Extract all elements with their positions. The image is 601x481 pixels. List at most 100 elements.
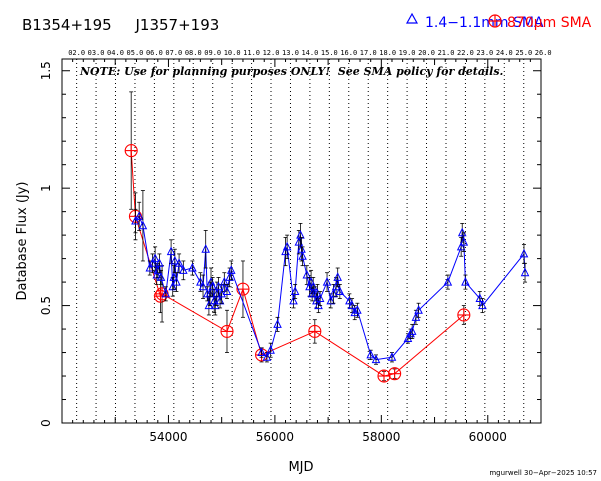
data-point-triangle (414, 305, 423, 314)
legend-870-circle-plus-icon (488, 14, 502, 28)
top-axis-label: 10.0 (224, 49, 241, 57)
footer-stamp: mgurwell 30−Apr−2025 10:57 (489, 469, 597, 477)
data-point-triangle (353, 305, 362, 314)
top-axis-label: 18.0 (379, 49, 396, 57)
data-point-triangle (329, 288, 338, 298)
data-point-triangle (289, 295, 298, 305)
x-axis-label: MJD (288, 460, 313, 475)
top-axis-label: 04.0 (107, 49, 124, 57)
data-point-triangle (403, 333, 413, 342)
data-point-triangle (350, 307, 360, 317)
data-point-triangle (266, 345, 275, 354)
x-tick-label: 54000 (149, 430, 187, 444)
data-point-triangle (459, 237, 469, 246)
data-point-triangle (179, 265, 188, 274)
data-point-triangle (169, 272, 179, 281)
top-axis-label: 20.0 (418, 49, 435, 57)
top-axis-label: 02.0 (68, 49, 85, 57)
data-point-triangle (347, 300, 357, 310)
data-point-triangle (198, 281, 208, 291)
series-mm (131, 190, 530, 365)
data-point-triangle (313, 288, 322, 298)
legend-mm-label: 1.4−1.1mm SMA (425, 15, 544, 31)
y-tick-label: 1.5 (39, 61, 53, 80)
top-axis-label: 16.0 (340, 49, 357, 57)
data-point-triangle (519, 248, 529, 258)
top-axis-label: 05.0 (127, 49, 144, 57)
series-line (135, 215, 526, 361)
data-point-triangle (262, 352, 272, 361)
data-point-triangle (273, 319, 282, 328)
top-axis-label: 12.0 (263, 49, 280, 57)
data-point-triangle (257, 347, 266, 357)
legend-870-label: 870μm SMA (507, 15, 592, 31)
top-axis-label: 11.0 (243, 49, 260, 57)
data-point-triangle (226, 265, 236, 274)
top-axis-label: 06.0 (146, 49, 163, 57)
legend-mm: 1.4−1.1mm SMA (405, 12, 544, 31)
data-point-triangle (296, 230, 305, 239)
data-point-triangle (457, 227, 467, 237)
data-point-triangle (282, 241, 292, 251)
top-axis-label: 25.0 (515, 49, 532, 57)
plot-frame (61, 58, 542, 424)
data-point-triangle (315, 293, 325, 303)
data-point-triangle (290, 286, 300, 295)
x-tick-label: 60000 (469, 430, 507, 444)
top-axis-label: 15.0 (321, 49, 338, 57)
data-point-triangle (161, 288, 171, 298)
data-point-triangle (322, 276, 332, 286)
data-point-triangle (520, 267, 530, 277)
top-axis-label: 13.0 (282, 49, 299, 57)
data-point-triangle (297, 244, 306, 253)
data-point-triangle (168, 281, 178, 291)
y-tick-label: 1 (39, 184, 53, 192)
data-point-triangle (188, 262, 197, 272)
top-axis-label: 26.0 (535, 49, 552, 57)
data-point-triangle (302, 269, 312, 279)
data-point-triangle (461, 276, 470, 286)
top-axis-label: 19.0 (399, 49, 416, 57)
top-axis-label: 03.0 (88, 49, 105, 57)
data-point-triangle (214, 281, 223, 291)
data-point-triangle (148, 258, 157, 267)
data-point-triangle (150, 253, 160, 263)
data-point-triangle (326, 295, 336, 305)
data-point-triangle (138, 220, 148, 230)
data-point-triangle (166, 246, 176, 256)
data-point-triangle (156, 272, 166, 281)
legend-870: 870μm SMA (488, 14, 592, 31)
y-tick-label: 0.5 (39, 296, 53, 315)
y-tick-label: 0 (39, 419, 53, 427)
data-point-triangle (205, 288, 215, 298)
top-axis-label: 23.0 (476, 49, 493, 57)
top-axis-label: 08.0 (185, 49, 202, 57)
data-point-triangle (145, 262, 155, 272)
data-point-triangle (174, 258, 184, 267)
data-point-triangle (134, 211, 144, 220)
data-point-triangle (443, 276, 453, 286)
data-point-triangle (371, 354, 381, 364)
data-point-triangle (335, 286, 345, 295)
data-point-triangle (155, 258, 164, 267)
top-axis-label: 21.0 (438, 49, 455, 57)
axes-ticks: 54000 56000 58000 60000 0 0.5 1 1.5 (39, 59, 542, 444)
x-tick-label: 58000 (362, 430, 400, 444)
data-point-triangle (411, 312, 421, 321)
data-point-triangle (478, 300, 487, 310)
top-axis-label: 14.0 (301, 49, 318, 57)
data-point-triangle (222, 286, 232, 295)
data-point-triangle (407, 326, 417, 335)
top-axis-label: 09.0 (204, 49, 221, 57)
legend-mm-triangle-icon (405, 12, 419, 24)
data-point-triangle (333, 272, 343, 281)
data-point-triangle (345, 295, 354, 305)
data-point-triangle (366, 349, 375, 359)
data-point-triangle (220, 276, 229, 286)
data-point-triangle (456, 241, 466, 251)
data-point-triangle (152, 269, 162, 279)
data-point-triangle (131, 215, 140, 225)
data-point-triangle (208, 281, 217, 291)
year-gridlines (76, 59, 525, 423)
